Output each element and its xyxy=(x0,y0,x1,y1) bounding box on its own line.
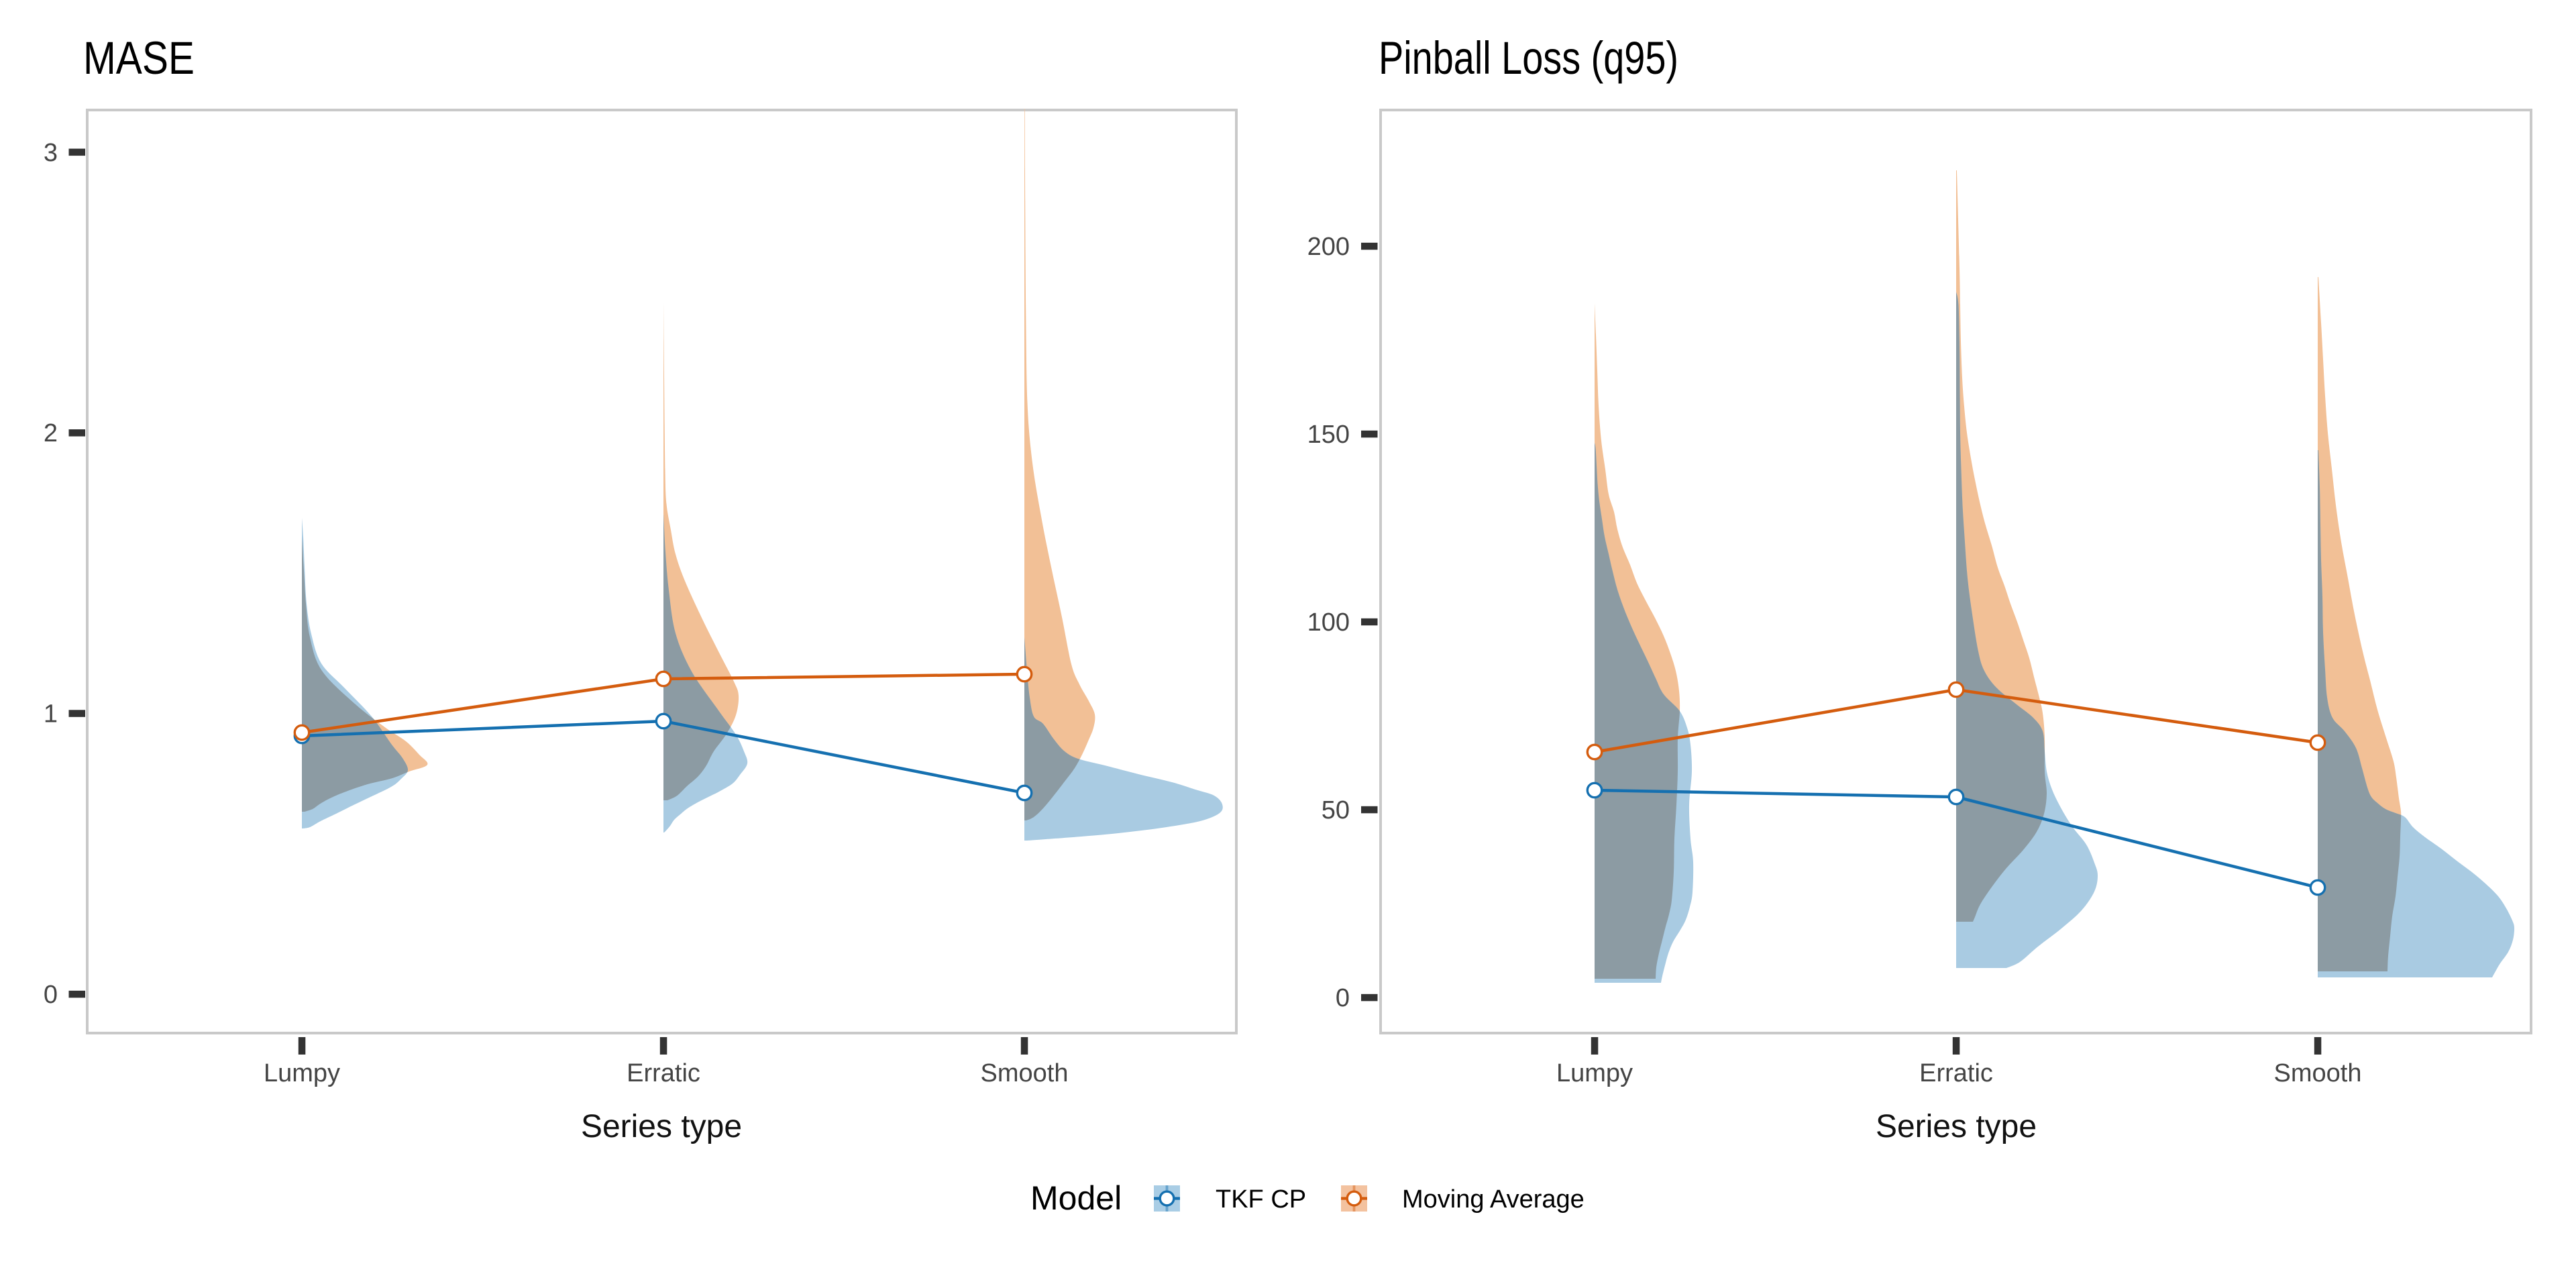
svg-text:Pinball Loss (q95): Pinball Loss (q95) xyxy=(1379,32,1678,84)
svg-text:Smooth: Smooth xyxy=(2274,1059,2362,1087)
svg-text:150: 150 xyxy=(1307,421,1350,449)
svg-text:Lumpy: Lumpy xyxy=(1556,1059,1633,1087)
svg-text:Series type: Series type xyxy=(1876,1109,2037,1144)
svg-text:Erratic: Erratic xyxy=(1919,1059,1993,1087)
svg-text:50: 50 xyxy=(1322,796,1350,824)
svg-text:1: 1 xyxy=(44,700,58,729)
svg-text:3: 3 xyxy=(44,139,58,167)
svg-text:0: 0 xyxy=(1336,984,1350,1012)
svg-text:Series type: Series type xyxy=(581,1109,742,1144)
svg-text:100: 100 xyxy=(1307,608,1350,637)
svg-text:2: 2 xyxy=(44,419,58,447)
svg-text:0: 0 xyxy=(44,981,58,1009)
svg-text:Model: Model xyxy=(1030,1179,1122,1217)
svg-text:Erratic: Erratic xyxy=(627,1059,700,1087)
svg-text:Lumpy: Lumpy xyxy=(264,1059,340,1087)
svg-text:MASE: MASE xyxy=(83,32,195,84)
svg-text:200: 200 xyxy=(1307,233,1350,261)
svg-text:Moving Average: Moving Average xyxy=(1402,1185,1585,1214)
svg-text:Smooth: Smooth xyxy=(981,1059,1069,1087)
svg-text:TKF CP: TKF CP xyxy=(1216,1185,1306,1214)
